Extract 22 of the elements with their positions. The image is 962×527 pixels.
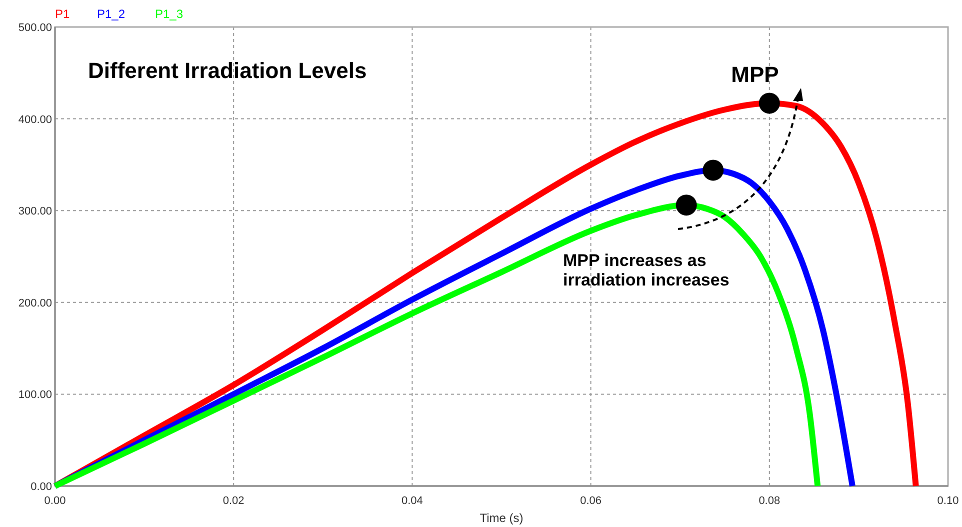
y-tick-label: 0.00 (30, 481, 52, 493)
x-tick-label: 0.06 (580, 495, 602, 507)
point (702, 160, 724, 181)
text: P1 (55, 7, 70, 21)
y-tick-label: 400.00 (18, 114, 52, 126)
x-axis-title: Time (s) (480, 511, 524, 525)
annotation: MPP increases as irradiation increases (563, 251, 730, 290)
x-tick-label: 0.08 (758, 495, 780, 507)
x-tick-label: 0.10 (937, 495, 959, 507)
text: P1_2 (97, 7, 126, 21)
text: P1_3 (155, 7, 184, 21)
x-tick-label: 0.02 (222, 495, 244, 507)
y-tick-label: 200.00 (18, 297, 52, 310)
y-tick-label: 300.00 (18, 206, 52, 218)
point (676, 194, 697, 216)
y-tick-label: 100.00 (18, 389, 52, 402)
point (758, 92, 780, 114)
x-tick-label: 0.04 (401, 495, 423, 507)
annotation: Different Irradiation Levels (88, 58, 367, 83)
x-tick-label: 0.00 (44, 495, 66, 507)
annotation: MPP (731, 62, 779, 87)
y-tick-label: 500.00 (18, 22, 52, 34)
